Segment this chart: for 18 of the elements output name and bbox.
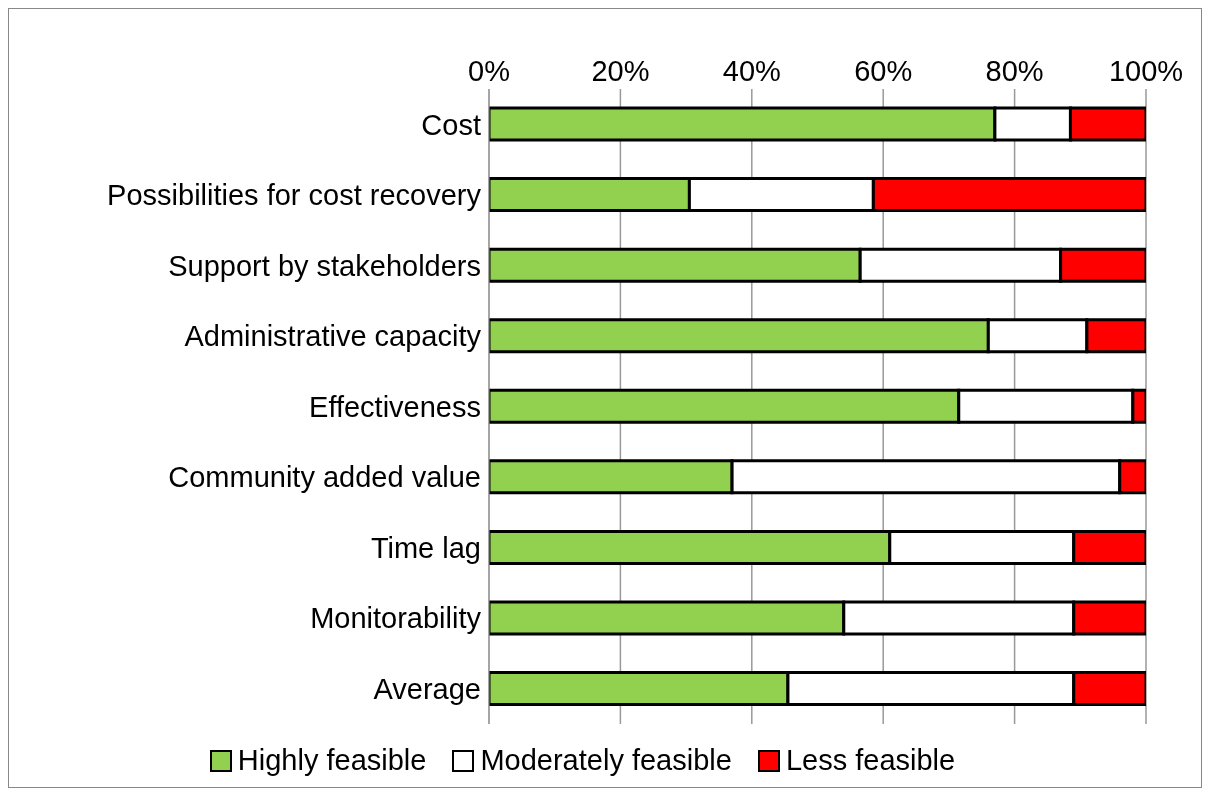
y-tick-label: Community added value	[168, 461, 481, 494]
x-tick-label: 20%	[591, 55, 650, 87]
legend-label: Highly feasible	[237, 744, 427, 777]
y-tick-label: Average	[373, 673, 481, 706]
y-tick-label: Time lag	[370, 531, 481, 564]
x-tick-label: 100%	[1108, 55, 1184, 87]
y-tick-label: Monitorability	[310, 602, 482, 635]
y-tick-label: Administrative capacity	[184, 320, 482, 353]
y-tick-label: Possibilities for cost recovery	[107, 179, 482, 212]
x-tick-label: 0%	[468, 55, 510, 87]
x-tick-label: 80%	[985, 55, 1044, 87]
legend-label: Moderately feasible	[480, 744, 732, 777]
legend-label: Less feasible	[785, 744, 956, 777]
y-tick-label: Support by stakeholders	[168, 249, 481, 282]
x-tick-label: 40%	[722, 55, 781, 87]
y-tick-label: Cost	[421, 108, 481, 141]
x-tick-label: 60%	[854, 55, 913, 87]
y-tick-label: Effectiveness	[309, 390, 481, 423]
